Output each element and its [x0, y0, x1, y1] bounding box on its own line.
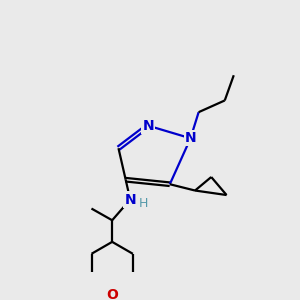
Text: N: N: [124, 193, 136, 206]
Text: H: H: [139, 196, 148, 210]
Text: O: O: [106, 288, 118, 300]
Text: N: N: [185, 131, 196, 145]
Text: N: N: [142, 119, 154, 133]
